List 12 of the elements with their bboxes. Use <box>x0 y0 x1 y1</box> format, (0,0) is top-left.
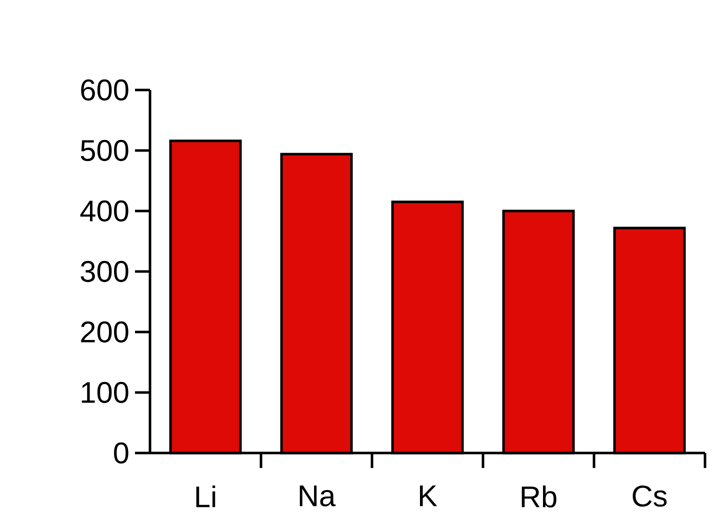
x-tick-label: Cs <box>632 486 667 507</box>
y-tick-label: 400 <box>80 200 128 222</box>
y-tick-label: 100 <box>82 382 128 404</box>
x-tick-label: Na <box>300 486 336 506</box>
x-tick-label: Li <box>196 486 216 508</box>
y-tick-label: 600 <box>81 79 128 101</box>
y-tick-label: 200 <box>81 321 128 343</box>
x-tick-label: K <box>420 486 438 506</box>
y-tick-label: 300 <box>80 260 128 282</box>
y-tick-label: 500 <box>80 140 128 162</box>
y-tick-label: 0 <box>114 442 128 464</box>
x-tick-label: Rb <box>522 486 556 508</box>
